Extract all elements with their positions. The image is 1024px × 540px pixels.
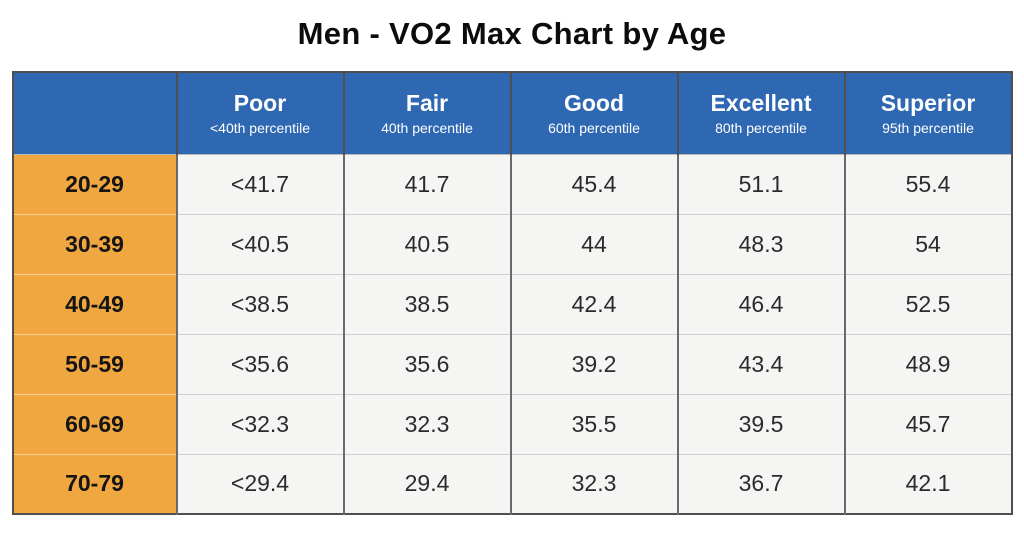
- column-sublabel: 95th percentile: [882, 120, 974, 137]
- corner-cell: [12, 72, 177, 155]
- column-header-poor: Poor <40th percentile: [175, 72, 344, 155]
- age-cell: 30-39: [12, 214, 177, 275]
- value-cell: 46.4: [676, 274, 845, 335]
- value-cell: 29.4: [342, 454, 511, 514]
- value-cell: <29.4: [175, 454, 344, 514]
- column-label: Fair: [405, 90, 449, 117]
- table-row: 40-49 <38.5 38.5 42.4 46.4 52.5: [12, 274, 1012, 335]
- value-cell: 51.1: [676, 154, 845, 215]
- column-header-fair: Fair 40th percentile: [342, 72, 511, 155]
- column-label: Good: [563, 90, 625, 117]
- value-cell: 39.5: [676, 394, 845, 455]
- column-header-excellent: Excellent 80th percentile: [676, 72, 845, 155]
- value-cell: 35.6: [342, 334, 511, 395]
- age-cell: 70-79: [12, 454, 177, 514]
- value-cell: 54: [843, 214, 1012, 275]
- value-cell: <32.3: [175, 394, 344, 455]
- column-sublabel: 60th percentile: [548, 120, 640, 137]
- table-row: 30-39 <40.5 40.5 44 48.3 54: [12, 214, 1012, 275]
- column-label: Excellent: [710, 90, 812, 117]
- age-cell: 20-29: [12, 154, 177, 215]
- column-label: Superior: [880, 90, 976, 117]
- column-sublabel: 40th percentile: [381, 120, 473, 137]
- value-cell: 55.4: [843, 154, 1012, 215]
- value-cell: 45.7: [843, 394, 1012, 455]
- page-title: Men - VO2 Max Chart by Age: [297, 16, 727, 51]
- age-cell: 60-69: [12, 394, 177, 455]
- table-row: 50-59 <35.6 35.6 39.2 43.4 48.9: [12, 334, 1012, 395]
- value-cell: <40.5: [175, 214, 344, 275]
- vo2max-table: Poor <40th percentile Fair 40th percenti…: [11, 71, 1013, 515]
- column-label: Poor: [233, 90, 287, 117]
- table-row: 20-29 <41.7 41.7 45.4 51.1 55.4: [12, 154, 1012, 215]
- value-cell: 32.3: [342, 394, 511, 455]
- age-cell: 50-59: [12, 334, 177, 395]
- table-row: 70-79 <29.4 29.4 32.3 36.7 42.1: [12, 454, 1012, 514]
- value-cell: 48.9: [843, 334, 1012, 395]
- value-cell: 44: [509, 214, 678, 275]
- value-cell: <35.6: [175, 334, 344, 395]
- column-header-superior: Superior 95th percentile: [843, 72, 1012, 155]
- value-cell: 48.3: [676, 214, 845, 275]
- age-cell: 40-49: [12, 274, 177, 335]
- value-cell: 36.7: [676, 454, 845, 514]
- header-row: Poor <40th percentile Fair 40th percenti…: [12, 72, 1012, 155]
- value-cell: 38.5: [342, 274, 511, 335]
- column-header-good: Good 60th percentile: [509, 72, 678, 155]
- value-cell: 43.4: [676, 334, 845, 395]
- value-cell: 32.3: [509, 454, 678, 514]
- value-cell: 52.5: [843, 274, 1012, 335]
- value-cell: 42.4: [509, 274, 678, 335]
- value-cell: 40.5: [342, 214, 511, 275]
- value-cell: <41.7: [175, 154, 344, 215]
- column-sublabel: <40th percentile: [209, 120, 311, 137]
- value-cell: <38.5: [175, 274, 344, 335]
- value-cell: 39.2: [509, 334, 678, 395]
- value-cell: 41.7: [342, 154, 511, 215]
- value-cell: 35.5: [509, 394, 678, 455]
- value-cell: 45.4: [509, 154, 678, 215]
- column-sublabel: 80th percentile: [715, 120, 807, 137]
- table-row: 60-69 <32.3 32.3 35.5 39.5 45.7: [12, 394, 1012, 455]
- value-cell: 42.1: [843, 454, 1012, 514]
